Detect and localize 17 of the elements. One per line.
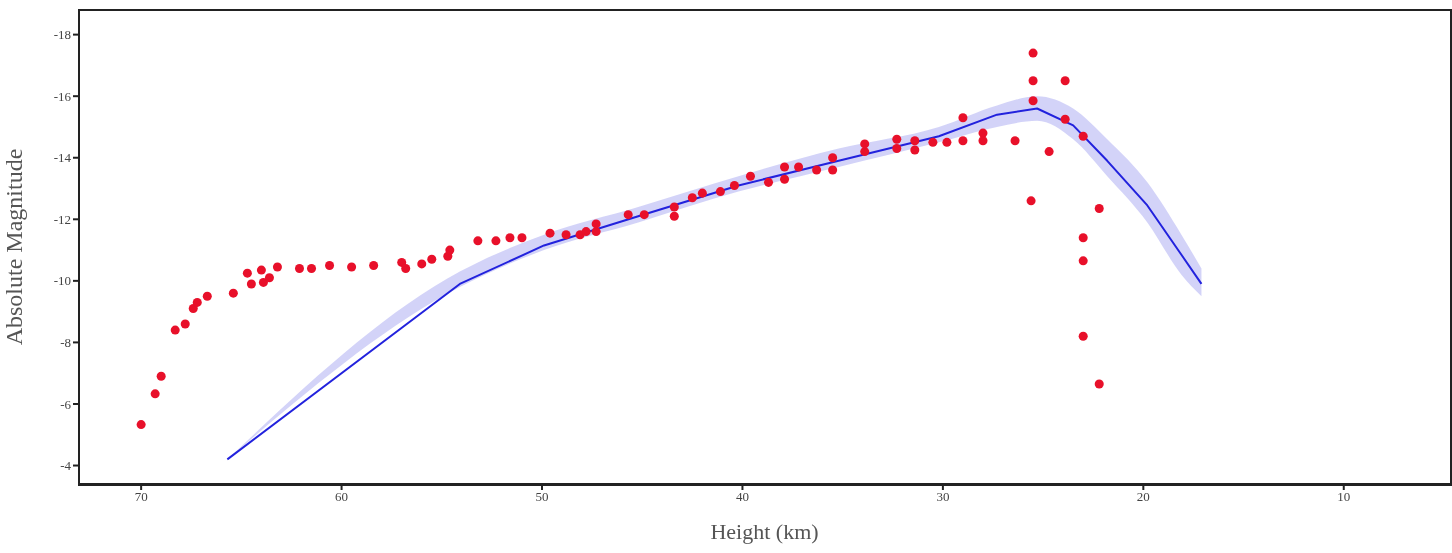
x-tick-label: 20: [1136, 489, 1150, 505]
y-tick-label: -12: [53, 211, 71, 227]
x-tick-label: 30: [936, 489, 950, 505]
y-tick-label: -10: [53, 273, 71, 289]
y-tick-label: -16: [53, 88, 72, 104]
x-tick-label: 50: [535, 489, 549, 505]
y-tick-label: -6: [60, 396, 72, 412]
x-axis-title: Height (km): [710, 519, 819, 544]
x-tick-label: 60: [335, 489, 349, 505]
y-axis-title: Absolute Magnitude: [0, 148, 27, 346]
x-tick-label: 40: [735, 489, 749, 505]
x-tick-label: 70: [134, 489, 148, 505]
y-tick-label: -14: [53, 150, 72, 166]
y-tick-label: -8: [60, 335, 71, 351]
y-tick-label: -18: [53, 27, 71, 43]
x-tick-label: 10: [1337, 489, 1351, 505]
y-tick-label: -4: [60, 458, 72, 474]
